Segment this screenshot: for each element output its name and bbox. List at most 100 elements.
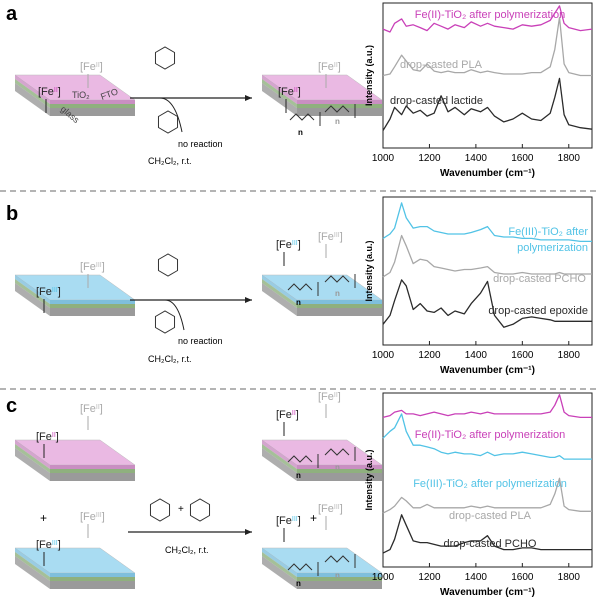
polymer-chain	[287, 454, 319, 468]
substrate-side	[15, 548, 50, 577]
molecule	[157, 110, 179, 134]
fe-label: [FeII]	[318, 391, 341, 403]
series-label: drop-casted epoxide	[488, 305, 588, 317]
fe-label-part: ]	[100, 403, 103, 415]
fe-label-part: [Fe	[276, 239, 292, 251]
fe-label-ox: III	[292, 240, 298, 247]
layer-label: TiO₂	[72, 90, 90, 100]
fe-label: [FeII]	[278, 86, 301, 98]
x-tick-label: 1000	[372, 153, 395, 164]
series-label: drop-casted PLA	[449, 510, 532, 522]
fe-label-ox: II	[294, 87, 298, 94]
substrate-side	[50, 573, 135, 577]
arrow-head	[245, 529, 252, 535]
fe-label-ox: III	[52, 540, 58, 547]
substrate-side	[262, 279, 297, 308]
substrate-side	[262, 556, 297, 589]
molecule	[154, 310, 176, 334]
fe-label: [FeIII]	[318, 503, 343, 515]
x-tick-label: 1200	[418, 572, 441, 583]
fe-label-part: ]	[298, 239, 301, 251]
substrate-side	[262, 83, 297, 116]
polymer-chain	[324, 447, 356, 461]
spectrum	[382, 202, 592, 243]
substrate-side	[50, 100, 135, 104]
spectrum	[382, 16, 592, 77]
fe-label: [FeIII]	[276, 239, 301, 251]
plus: +	[178, 504, 184, 515]
fe-label-part: ]	[296, 409, 299, 421]
substrate-side	[297, 104, 382, 108]
fe-label: [FeII]	[80, 61, 103, 73]
substrate-side	[297, 469, 382, 473]
fe-label-ox: II	[54, 87, 58, 94]
fe-label-part: [Fe	[36, 431, 52, 443]
series-label: drop-casted PCHO	[444, 538, 537, 550]
fe-label-ox: II	[292, 410, 296, 417]
fe-label: [FeII]	[38, 86, 61, 98]
scheme-text: no reaction	[178, 336, 223, 346]
substrate-side	[15, 444, 50, 473]
substrate-side	[15, 448, 50, 481]
spectrum	[382, 413, 592, 460]
y-axis-label: Intensity (a.u.)	[364, 240, 374, 301]
x-axis-label: Wavenumber (cm⁻¹)	[440, 587, 535, 598]
molecule	[157, 253, 179, 277]
fe-label-part: ]	[340, 231, 343, 243]
repeat-n: n	[335, 289, 340, 298]
fe-label-part: [Fe	[318, 391, 334, 403]
fe-label-ox: II	[334, 392, 338, 399]
spectrum	[382, 279, 592, 328]
series-label: Fe(III)-TiO₂ after polymerization	[508, 226, 588, 254]
fe-label-ox: III	[292, 516, 298, 523]
series-label: Fe(III)-TiO₂ after polymerization	[413, 478, 567, 490]
scheme-text: no reaction	[178, 139, 223, 149]
fe-label: [FeIII]	[80, 511, 105, 523]
fe-label-ox: III	[96, 262, 102, 269]
substrate-side	[297, 304, 382, 308]
fe-label-part: ]	[102, 261, 105, 273]
spectrum	[382, 234, 592, 278]
repeat-n: n	[296, 579, 301, 588]
fe-label: [FeII]	[36, 431, 59, 443]
substrate-side	[50, 469, 135, 473]
substrate-side	[50, 581, 135, 589]
panel-label: a	[6, 3, 18, 25]
fe-label-part: [Fe	[278, 86, 294, 98]
fe-label-part: ]	[100, 61, 103, 73]
substrate-side	[50, 108, 135, 116]
fe-label-part: [Fe	[276, 515, 292, 527]
x-tick-label: 1600	[511, 350, 534, 361]
x-tick-label: 1600	[511, 153, 534, 164]
fe-label: [FeIII]	[318, 231, 343, 243]
fe-label-part: [Fe	[80, 261, 96, 273]
fe-label-part: [Fe	[318, 231, 334, 243]
x-axis-label: Wavenumber (cm⁻¹)	[440, 168, 535, 179]
substrate-side	[15, 275, 50, 304]
fe-label-ox: II	[96, 62, 100, 69]
fe-label-part: ]	[338, 391, 341, 403]
fe-label-part: ]	[58, 539, 61, 551]
fe-label-part: ]	[298, 86, 301, 98]
substrate-side	[262, 283, 297, 316]
fe-label-part: [Fe	[318, 503, 334, 515]
substrate-side	[15, 440, 50, 469]
x-tick-label: 1800	[558, 350, 581, 361]
fe-label-part: ]	[298, 515, 301, 527]
polymer-chain	[324, 554, 356, 568]
substrate-side	[262, 75, 297, 104]
plus: +	[40, 511, 47, 525]
repeat-n: n	[296, 471, 301, 480]
substrate-side	[50, 465, 135, 469]
substrate-side	[262, 275, 297, 304]
fe-label: [FeIII]	[36, 539, 61, 551]
fe-label-part: [Fe	[80, 511, 96, 523]
polymer-chain	[324, 104, 356, 118]
arrow-head	[245, 297, 252, 303]
x-tick-label: 1000	[372, 350, 395, 361]
substrate-side	[297, 300, 382, 304]
fe-label-ox: III	[96, 512, 102, 519]
fe-label-part: ]	[58, 86, 61, 98]
fe-label-part: [Fe	[36, 286, 52, 298]
